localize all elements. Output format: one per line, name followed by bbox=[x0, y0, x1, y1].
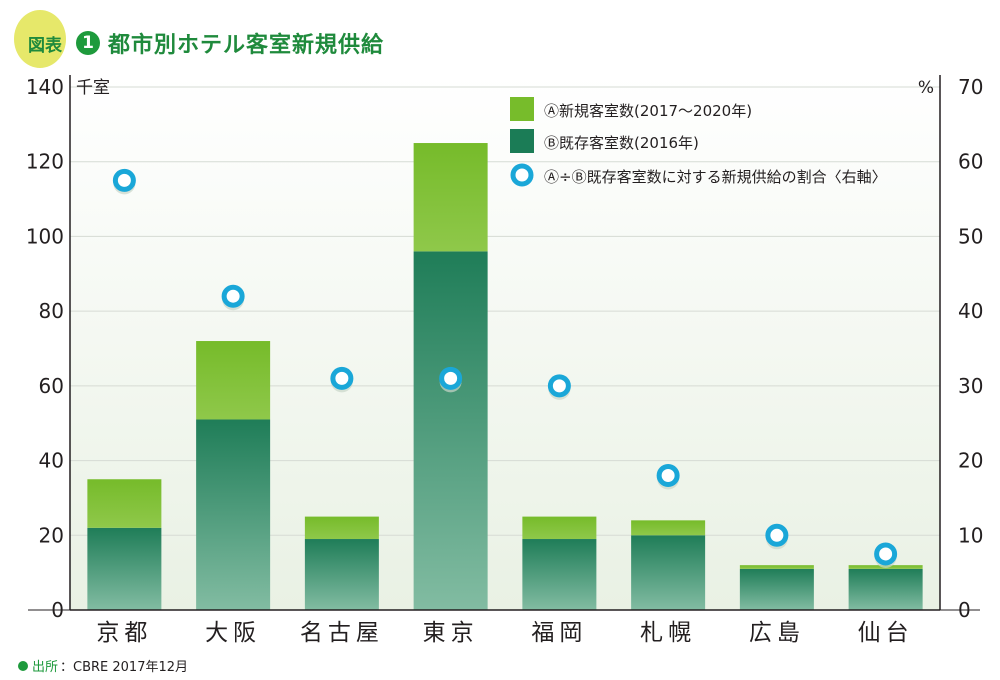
bar-existing bbox=[87, 527, 162, 610]
x-category-label: 東京 bbox=[423, 620, 479, 646]
bar-existing bbox=[522, 539, 597, 610]
y-right-tick-label: 10 bbox=[958, 523, 983, 547]
ratio-marker bbox=[112, 168, 136, 192]
x-category-label: 札幌 bbox=[640, 620, 696, 646]
y-right-tick-label: 50 bbox=[958, 224, 983, 248]
bar-new bbox=[522, 516, 597, 540]
y-right-tick-label: 70 bbox=[958, 75, 983, 99]
x-category-label: 大阪 bbox=[205, 620, 261, 646]
bar-existing bbox=[848, 568, 923, 610]
figure-badge: 図表 bbox=[14, 10, 70, 68]
legend-marker bbox=[510, 163, 534, 187]
x-category-label: 仙台 bbox=[858, 620, 914, 646]
source-bullet-icon bbox=[18, 660, 28, 671]
y-right-tick-label: 20 bbox=[958, 449, 983, 473]
bar-existing bbox=[739, 568, 814, 610]
bar-new bbox=[196, 341, 271, 420]
y-left-tick-label: 100 bbox=[26, 224, 64, 248]
bar-existing bbox=[413, 251, 488, 610]
ratio-marker bbox=[547, 374, 571, 398]
ratio-marker bbox=[439, 366, 463, 390]
x-category-label: 京都 bbox=[96, 620, 152, 646]
bar-new bbox=[87, 479, 162, 528]
y-left-tick-label: 140 bbox=[26, 75, 64, 99]
ratio-marker bbox=[656, 464, 680, 488]
bars bbox=[87, 143, 923, 610]
y-left-tick-label: 40 bbox=[39, 449, 64, 473]
figure-number: 1 bbox=[76, 31, 100, 55]
bar-existing bbox=[196, 419, 271, 610]
y-right-tick-label: 30 bbox=[958, 374, 983, 398]
y-left-tick-label: 20 bbox=[39, 523, 64, 547]
ratio-marker bbox=[874, 542, 898, 566]
x-category-label: 広島 bbox=[749, 620, 805, 646]
ratio-markers bbox=[112, 168, 898, 568]
y-right-axis-unit: % bbox=[918, 78, 934, 98]
ratio-marker bbox=[330, 366, 354, 390]
legend-label: Ⓐ÷Ⓑ既存客室数に対する新規供給の割合〈右軸〉 bbox=[544, 168, 887, 186]
y-left-tick-label: 80 bbox=[39, 299, 64, 323]
source-text: ：CBRE 2017年12月 bbox=[60, 660, 189, 675]
x-category-label: 名古屋 bbox=[300, 620, 384, 646]
legend-swatch bbox=[510, 129, 534, 153]
bar-existing bbox=[631, 535, 706, 610]
x-category-label: 福岡 bbox=[531, 620, 587, 646]
y-left-tick-label: 120 bbox=[26, 150, 64, 174]
y-left-tick-label: 60 bbox=[39, 374, 64, 398]
bar-new bbox=[304, 516, 379, 540]
badge-highlight bbox=[14, 10, 66, 68]
ratio-marker bbox=[221, 284, 245, 308]
legend-swatch bbox=[510, 97, 534, 121]
title-row: 図表 1 都市別ホテル客室新規供給 bbox=[14, 10, 385, 68]
bar-existing bbox=[304, 539, 379, 610]
ratio-marker bbox=[765, 523, 789, 547]
legend-label: Ⓐ新規客室数(2017〜2020年) bbox=[544, 102, 752, 120]
figure-label: 図表 bbox=[28, 35, 62, 56]
chart-title: 都市別ホテル客室新規供給 bbox=[108, 33, 385, 58]
source-label: 出所 bbox=[32, 660, 59, 675]
bar-new bbox=[631, 520, 706, 536]
bar-new bbox=[413, 143, 488, 252]
legend-label: Ⓑ既存客室数(2016年) bbox=[544, 134, 699, 152]
y-right-tick-label: 40 bbox=[958, 299, 983, 323]
y-left-axis-unit: 千室 bbox=[76, 78, 110, 98]
y-right-tick-label: 60 bbox=[958, 150, 983, 174]
bar-new bbox=[739, 565, 814, 569]
legend: Ⓐ新規客室数(2017〜2020年) Ⓑ既存客室数(2016年) Ⓐ÷Ⓑ既存客室数に… bbox=[510, 97, 887, 187]
source-note: 出所 ：CBRE 2017年12月 bbox=[18, 656, 188, 675]
